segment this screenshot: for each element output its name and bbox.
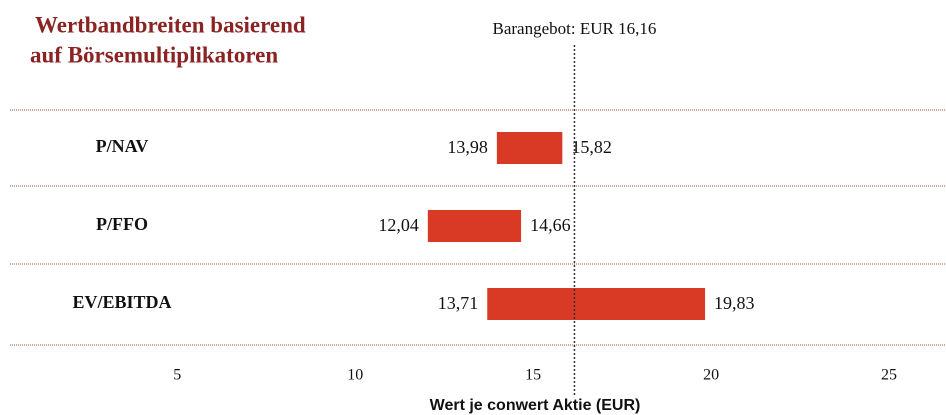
value-label: 19,83 — [714, 293, 755, 313]
chart-title: Wertbandbreiten basierend — [35, 12, 306, 37]
x-axis-label: Wert je conwert Aktie (EUR) — [430, 397, 641, 414]
x-tick-label: 20 — [703, 367, 719, 384]
x-tick-label: 5 — [173, 367, 181, 384]
bar — [427, 210, 522, 242]
x-tick-label: 25 — [881, 367, 897, 384]
x-tick-label: 10 — [347, 367, 363, 384]
bar — [496, 132, 563, 164]
reference-label: Barangebot: EUR 16,16 — [493, 19, 657, 38]
x-tick-label: 15 — [525, 367, 541, 384]
value-label: 14,66 — [530, 215, 571, 235]
category-label: EV/EBITDA — [72, 292, 171, 312]
value-label: 13,71 — [438, 293, 479, 313]
category-label: P/FFO — [96, 214, 148, 234]
category-label: P/NAV — [96, 136, 149, 156]
value-label: 13,98 — [447, 137, 488, 157]
value-label: 15,82 — [571, 137, 612, 157]
chart-title: auf Börsemultiplikatoren — [30, 42, 278, 67]
bar — [487, 288, 706, 320]
value-label: 12,04 — [378, 215, 419, 235]
